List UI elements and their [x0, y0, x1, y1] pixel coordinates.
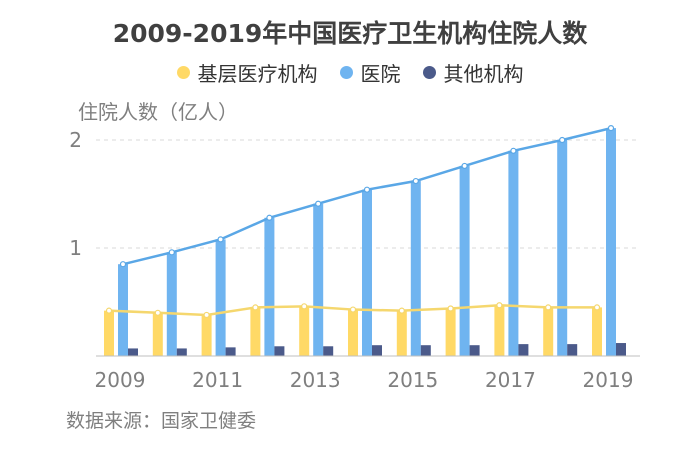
point-0-2011 — [203, 311, 210, 319]
chart-title: 2009-2019年中国医疗卫生机构住院人数 — [112, 19, 588, 48]
bar-0-2014 — [348, 309, 358, 356]
point-1-2017 — [510, 147, 517, 154]
legend-label-primary: 基层医疗机构 — [197, 62, 318, 86]
bar-0-2009 — [104, 310, 114, 356]
point-0-2016 — [447, 305, 454, 312]
bar-1-2017 — [508, 150, 519, 356]
point-0-2015 — [398, 307, 405, 314]
bar-0-2011 — [201, 314, 212, 356]
point-1-2014 — [363, 186, 371, 193]
bar-1-2019 — [606, 128, 616, 356]
bar-1-2016 — [459, 165, 470, 356]
bar-2-2014 — [372, 345, 382, 356]
point-1-2019 — [607, 125, 615, 132]
bar-1-2014 — [362, 189, 372, 356]
x-tick-label-2019: 2019 — [583, 368, 634, 392]
x-tick-label-2017: 2017 — [485, 368, 536, 392]
point-1-2010 — [168, 249, 175, 256]
bar-0-2010 — [152, 312, 163, 356]
legend-label-other: 其他机构 — [443, 62, 524, 86]
legend-item-other: 其他机构 — [422, 58, 524, 87]
point-0-2017 — [496, 302, 503, 309]
legend-item-primary: 基层医疗机构 — [176, 58, 318, 87]
point-0-2013 — [301, 303, 308, 310]
point-0-2012 — [252, 304, 259, 311]
bar-2-2015 — [420, 345, 431, 356]
bar-2-2010 — [176, 348, 187, 356]
bar-2-2009 — [128, 348, 138, 356]
bar-0-2015 — [396, 310, 407, 356]
point-0-2018 — [545, 304, 552, 311]
bar-1-2015 — [410, 181, 421, 356]
bar-0-2013 — [299, 306, 310, 356]
bar-0-2017 — [494, 305, 505, 356]
point-1-2016 — [461, 162, 468, 170]
legend: 基层医疗机构 医院 其他机构 — [0, 58, 700, 87]
bar-1-2011 — [215, 239, 226, 356]
bar-0-2016 — [445, 308, 456, 356]
point-1-2018 — [559, 136, 566, 144]
y-tick-label-1: 1 — [69, 236, 82, 260]
bar-1-2012 — [264, 217, 275, 356]
bar-2-2019 — [616, 343, 626, 356]
bar-0-2012 — [250, 307, 261, 356]
point-1-2009 — [119, 261, 127, 268]
point-0-2009 — [105, 307, 113, 314]
bar-1-2010 — [166, 252, 177, 356]
y-axis-label: 住院人数（亿人） — [78, 100, 238, 124]
legend-marker-other — [422, 66, 436, 79]
bar-0-2018 — [543, 307, 554, 356]
bar-2-2011 — [225, 347, 236, 356]
x-tick-label-2013: 2013 — [290, 368, 341, 392]
bar-2-2017 — [518, 344, 529, 356]
point-0-2010 — [154, 309, 161, 316]
point-1-2015 — [412, 177, 419, 185]
y-tick-label-2: 2 — [69, 128, 82, 152]
bar-1-2018 — [557, 140, 568, 356]
legend-item-hospital: 医院 — [339, 58, 401, 87]
source-note: 数据来源：国家卫健委 — [66, 410, 257, 432]
bar-0-2019 — [592, 307, 602, 356]
bar-2-2012 — [274, 346, 285, 356]
point-1-2012 — [266, 214, 273, 221]
x-tick-label-2011: 2011 — [192, 368, 243, 392]
point-0-2014 — [349, 306, 357, 313]
legend-marker-hospital — [339, 66, 353, 79]
x-tick-label-2015: 2015 — [387, 368, 438, 392]
point-1-2013 — [315, 200, 322, 207]
point-1-2011 — [217, 236, 224, 243]
bar-2-2018 — [567, 344, 578, 356]
bar-2-2016 — [469, 345, 480, 356]
x-tick-label-2009: 2009 — [95, 368, 146, 392]
bar-2-2013 — [323, 346, 334, 356]
legend-marker-primary — [176, 66, 190, 79]
bar-1-2013 — [313, 203, 324, 356]
legend-label-hospital: 医院 — [360, 62, 401, 86]
point-0-2019 — [593, 304, 601, 311]
